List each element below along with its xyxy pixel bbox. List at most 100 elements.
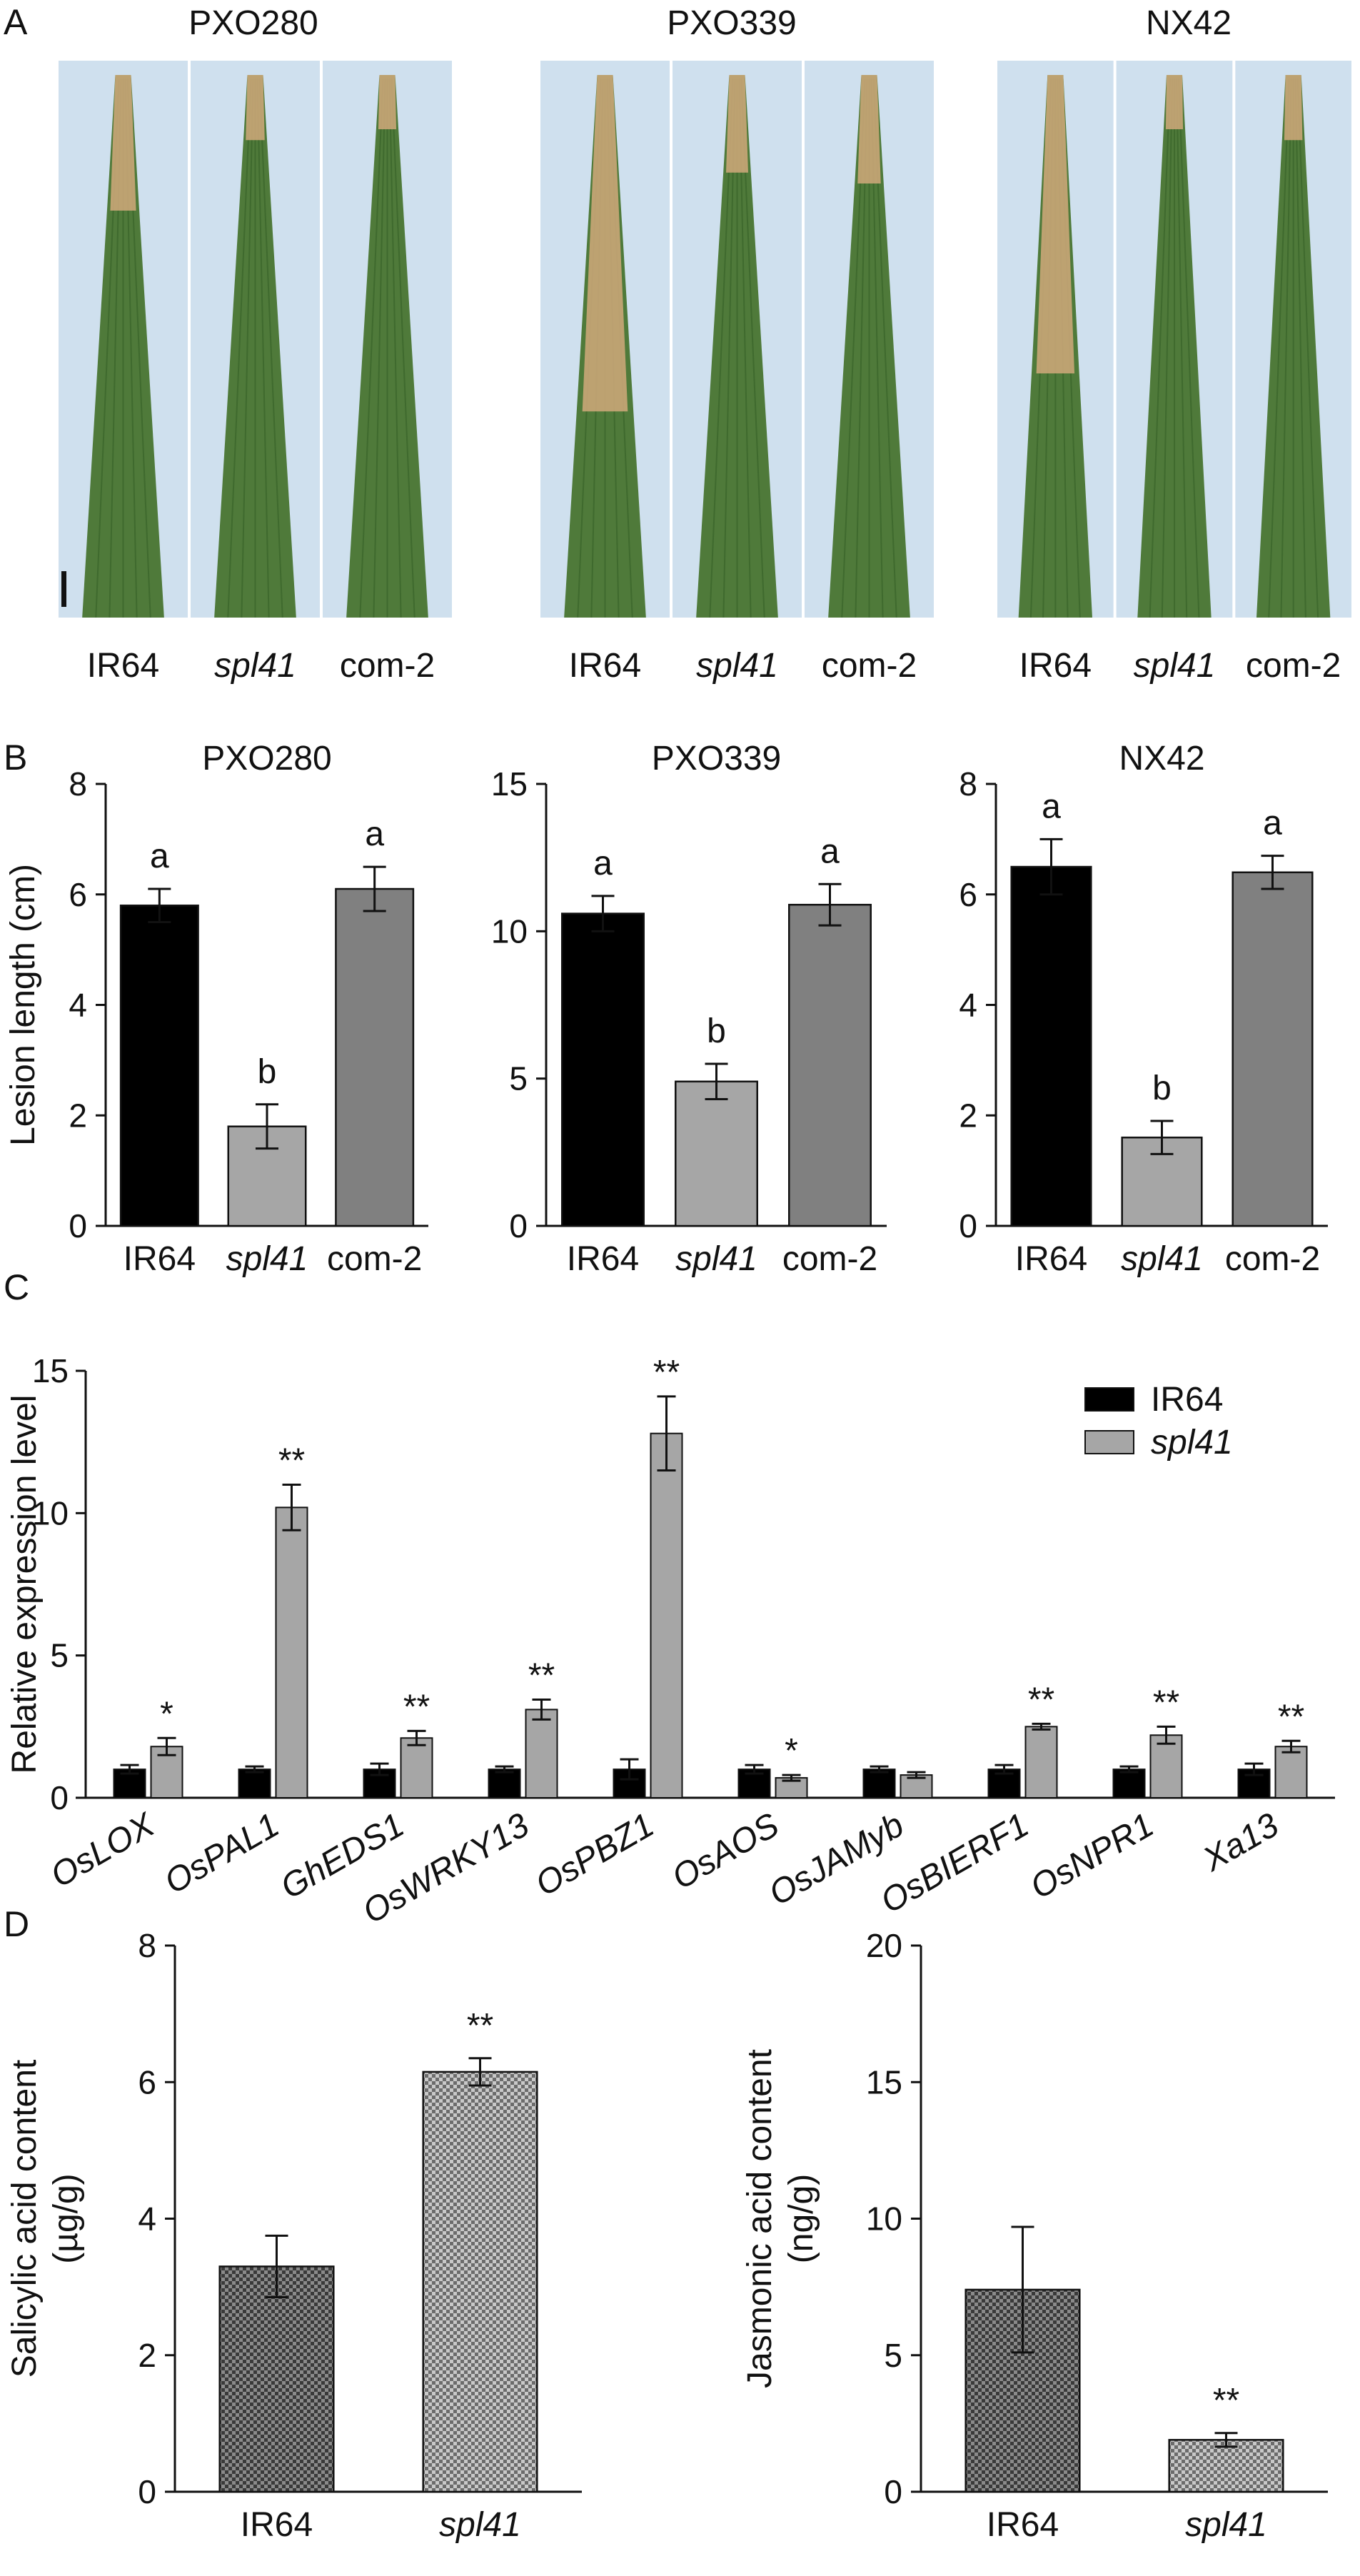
significance-label: a — [150, 837, 169, 875]
leaf-vein — [391, 78, 415, 618]
y-tick-label: 20 — [866, 1927, 902, 1964]
leaf-lesion — [1284, 75, 1303, 141]
panel-a-strain-title: PXO280 — [188, 4, 318, 42]
y-tick-label: 4 — [959, 987, 977, 1024]
panel-a-leaf-photos: PXO280 IR64 spl41 com-2 PXO339 IR64 spl41 com-2… — [59, 4, 1351, 685]
y-tick-label: 4 — [69, 987, 87, 1024]
y-tick-label: 6 — [69, 876, 87, 913]
bar-ir64-oswrky13 — [488, 1769, 521, 1798]
bar-ir64 — [119, 904, 199, 1227]
chart-relative-expression: 0 5 10 15 Relative expression level * OsLOX ** O… — [6, 1352, 1335, 1931]
legend-swatch-spl41 — [1084, 1430, 1134, 1454]
leaf-lesion — [110, 75, 136, 211]
bar-com-2 — [335, 887, 415, 1227]
y-tick-label: 6 — [959, 876, 977, 913]
y-tick-label: 2 — [959, 1097, 977, 1134]
y-axis-label: (µg/g) — [47, 2173, 85, 2263]
x-tick-label-ospbz1: OsPBZ1 — [529, 1806, 660, 1904]
significance-label: a — [593, 845, 613, 882]
leaf-label-ir64: IR64 — [569, 647, 641, 685]
chart-jasmonic-acid: 0 5 10 15 20 Jasmonic acid content (ng/g) IR64 *… — [741, 1927, 1328, 2544]
leaf-lesion — [582, 75, 628, 412]
y-tick-label: 0 — [884, 2473, 902, 2510]
panel-a-strain-title: NX42 — [1146, 4, 1231, 42]
significance-label: a — [1042, 788, 1061, 825]
bar-spl41-osbierf1 — [1024, 1726, 1058, 1798]
y-tick-label: 0 — [50, 1779, 69, 1816]
bar-spl41-xa13 — [1274, 1746, 1308, 1798]
significance-label: b — [1152, 1070, 1172, 1107]
leaf-label-ir64: IR64 — [1019, 647, 1092, 685]
leaf-lesion — [857, 75, 881, 183]
x-tick-label-spl41: spl41 — [226, 1240, 308, 1278]
x-tick-label-osnpr1: OsNPR1 — [1024, 1806, 1160, 1907]
x-tick-label-ir64: IR64 — [1015, 1240, 1087, 1278]
significance-label: ** — [1153, 1684, 1179, 1721]
leaf-label-com-2: com-2 — [1246, 647, 1341, 685]
significance-label: ** — [467, 2007, 493, 2045]
bar-com-2 — [1231, 871, 1314, 1227]
leaf-vein — [241, 78, 254, 618]
leaf-lesion — [726, 75, 748, 173]
y-tick-label: 8 — [138, 1927, 156, 1964]
scale-bar — [61, 571, 66, 607]
y-tick-label: 8 — [69, 765, 87, 803]
bar-ir64 — [1010, 865, 1092, 1227]
chart-salicylic-acid: 0 2 4 6 8 Salicylic acid content (µg/g) IR64 ** s… — [6, 1927, 582, 2544]
leaf-vein — [1161, 78, 1173, 618]
significance-label: ** — [1028, 1681, 1054, 1719]
y-axis-label: Relative expression level — [6, 1395, 44, 1774]
significance-label: ** — [403, 1688, 430, 1726]
y-tick-label: 5 — [50, 1637, 69, 1674]
chart-title: PXO339 — [652, 740, 781, 778]
leaf-vein — [388, 78, 402, 618]
y-tick-label: 5 — [509, 1060, 528, 1097]
y-tick-label: 15 — [866, 2063, 902, 2100]
leaf-label-spl41: spl41 — [1134, 647, 1216, 685]
bar-spl41 — [675, 1080, 758, 1227]
significance-label: ** — [1278, 1698, 1304, 1736]
leaf-vein — [256, 78, 270, 618]
leaf-vein — [1178, 78, 1200, 618]
y-tick-label: 8 — [959, 765, 977, 803]
x-tick-label-spl41: spl41 — [675, 1240, 757, 1278]
bar-com-2 — [788, 903, 872, 1227]
chart-lesion-pxo280: 0 2 4 6 8 PXO280 Lesion length (cm) a IR64 b spl41… — [4, 740, 428, 1278]
leaf-vein — [1268, 78, 1290, 618]
bar-spl41-ospal1 — [275, 1506, 308, 1799]
significance-label: ** — [1213, 2382, 1239, 2420]
significance-label: * — [160, 1695, 173, 1733]
legend-label-spl41: spl41 — [1151, 1424, 1233, 1461]
y-axis-label: Salicylic acid content — [6, 2060, 44, 2378]
panel-label-d: D — [4, 1904, 29, 1944]
y-tick-label: 10 — [491, 912, 528, 950]
bar-ir64-osnpr1 — [1112, 1769, 1146, 1798]
x-tick-label-xa13: Xa13 — [1197, 1806, 1286, 1879]
leaf-label-ir64: IR64 — [87, 647, 159, 685]
x-tick-label-ir64: IR64 — [987, 2506, 1059, 2544]
bar-spl41-oslox — [150, 1746, 183, 1798]
significance-label: a — [1263, 805, 1282, 842]
bar-ir64-osjamyb — [862, 1769, 896, 1798]
leaf-vein — [359, 78, 384, 618]
leaf-label-com-2: com-2 — [340, 647, 435, 685]
bar-spl41-ospbz1 — [650, 1432, 683, 1798]
legend-label-ir64: IR64 — [1151, 1381, 1223, 1419]
x-tick-label-com-2: com-2 — [1225, 1240, 1320, 1278]
y-tick-label: 2 — [69, 1097, 87, 1134]
x-tick-label-spl41: spl41 — [1121, 1240, 1203, 1278]
bar-ir64 — [218, 2265, 335, 2493]
chart-lesion-nx42: 0 2 4 6 8 NX42 a IR64 b spl41 a com-2 — [959, 740, 1328, 1278]
y-axis-label: Lesion length (cm) — [4, 864, 42, 1146]
y-tick-label: 0 — [69, 1207, 87, 1244]
significance-label: ** — [528, 1656, 555, 1694]
x-tick-label-com-2: com-2 — [782, 1240, 877, 1278]
bar-ir64 — [561, 912, 645, 1227]
y-tick-label: 0 — [959, 1207, 977, 1244]
panel-label-a: A — [4, 2, 28, 42]
y-tick-label: 4 — [138, 2200, 156, 2238]
x-tick-label-oslox: OsLOX — [44, 1806, 162, 1896]
significance-label: a — [820, 832, 840, 870]
significance-label: ** — [278, 1442, 305, 1479]
